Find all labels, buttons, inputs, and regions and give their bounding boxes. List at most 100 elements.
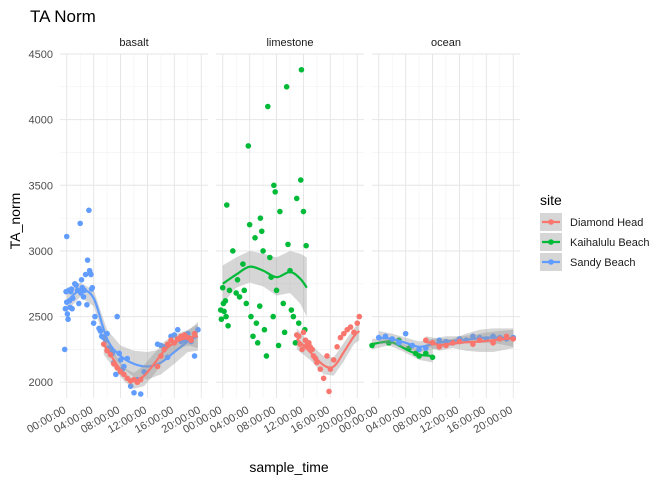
- confidence-band: [296, 321, 360, 376]
- data-point: [300, 208, 307, 215]
- data-point: [84, 301, 90, 308]
- data-point: [241, 287, 248, 294]
- legend-label: Sandy Beach: [570, 257, 635, 269]
- data-point: [402, 330, 409, 337]
- series-sandy-beach: [61, 207, 201, 397]
- data-point: [270, 313, 276, 320]
- data-point: [273, 287, 280, 294]
- data-point: [127, 383, 134, 389]
- data-point: [257, 215, 264, 221]
- y-tick-label: 4500: [29, 49, 53, 61]
- data-point: [223, 202, 230, 208]
- data-point: [347, 324, 354, 330]
- data-point: [280, 300, 287, 307]
- data-point: [252, 235, 258, 241]
- data-point: [234, 277, 241, 283]
- data-point: [246, 221, 253, 228]
- series-kaihalulu-beach: [217, 66, 309, 359]
- data-point: [86, 207, 92, 214]
- facet-panel-limestone: limestone00:00:0004:00:0008:00:0012:00:0…: [181, 37, 364, 436]
- facet-panel-basalt: basalt00:00:0004:00:0008:00:0012:00:0016…: [25, 37, 208, 436]
- smooth-line: [102, 335, 199, 383]
- data-point: [137, 391, 144, 397]
- data-point: [92, 313, 98, 320]
- confidence-band: [222, 250, 307, 317]
- facet-label: basalt: [119, 37, 148, 49]
- data-point: [297, 177, 304, 183]
- data-point: [295, 333, 302, 340]
- data-point: [88, 271, 94, 278]
- y-tick-label: 4000: [29, 115, 53, 127]
- data-point: [225, 322, 231, 329]
- data-point: [263, 353, 270, 359]
- data-point: [283, 84, 290, 90]
- legend-key-point: [548, 259, 554, 265]
- data-point: [236, 294, 243, 300]
- data-point: [77, 220, 83, 227]
- smooth-line: [295, 330, 361, 369]
- data-point: [267, 254, 273, 261]
- data-point: [243, 300, 250, 307]
- legend: site Diamond Head Kaihalulu Beach Sandy Be…: [540, 192, 650, 271]
- data-point: [230, 248, 236, 254]
- data-point: [324, 353, 330, 359]
- y-axis: 2000 2500 3000 3500 4000 4500: [29, 49, 53, 389]
- data-point: [356, 313, 363, 320]
- data-point: [84, 257, 91, 263]
- smooth-line: [425, 337, 514, 346]
- y-tick-label: 3000: [29, 246, 53, 258]
- data-point: [299, 346, 305, 353]
- data-point: [195, 326, 201, 333]
- data-point: [61, 346, 68, 353]
- legend-entry: Sandy Beach: [540, 253, 635, 271]
- data-point: [121, 363, 127, 370]
- data-point: [63, 233, 70, 240]
- data-point: [218, 316, 225, 323]
- data-point: [337, 334, 344, 341]
- data-point: [90, 320, 97, 326]
- data-point: [191, 330, 198, 337]
- legend-entries: Diamond Head Kaihalulu Beach Sandy Beach: [540, 213, 650, 271]
- facet-grid: [60, 53, 208, 398]
- data-point: [334, 343, 340, 350]
- data-point: [114, 313, 120, 320]
- data-point: [226, 287, 233, 294]
- series-diamond-head: [100, 324, 199, 389]
- data-point: [265, 103, 271, 110]
- data-point: [78, 277, 85, 283]
- data-point: [290, 313, 297, 320]
- data-point: [277, 208, 283, 215]
- data-point: [248, 313, 254, 320]
- y-tick-label: 2000: [29, 377, 53, 389]
- data-point: [326, 388, 332, 395]
- data-point: [69, 305, 75, 312]
- legend-entry: Diamond Head: [540, 213, 643, 231]
- facet-grid: [216, 53, 364, 398]
- facet-grid: [372, 53, 520, 398]
- data-point: [76, 300, 82, 307]
- data-point: [250, 333, 256, 340]
- data-point: [171, 332, 178, 338]
- data-point: [354, 320, 361, 326]
- data-point: [293, 195, 300, 202]
- data-point: [300, 329, 307, 336]
- data-point: [62, 305, 69, 312]
- data-point: [285, 241, 291, 248]
- facet-panels: basalt00:00:0004:00:0008:00:0012:00:0016…: [25, 37, 520, 436]
- series-diamond-head: [293, 313, 363, 395]
- data-point: [272, 189, 279, 195]
- legend-title: site: [540, 192, 562, 208]
- data-point: [240, 261, 246, 267]
- legend-entry: Kaihalulu Beach: [540, 233, 650, 251]
- smooth-line: [65, 289, 199, 368]
- facet-label: limestone: [266, 37, 313, 49]
- smooth-line: [222, 265, 308, 289]
- data-point: [64, 311, 71, 317]
- data-point: [253, 320, 260, 326]
- data-point: [275, 342, 282, 349]
- data-point: [330, 357, 337, 363]
- data-point: [89, 284, 96, 291]
- data-point: [295, 320, 302, 326]
- data-point: [271, 182, 277, 189]
- data-point: [221, 308, 227, 315]
